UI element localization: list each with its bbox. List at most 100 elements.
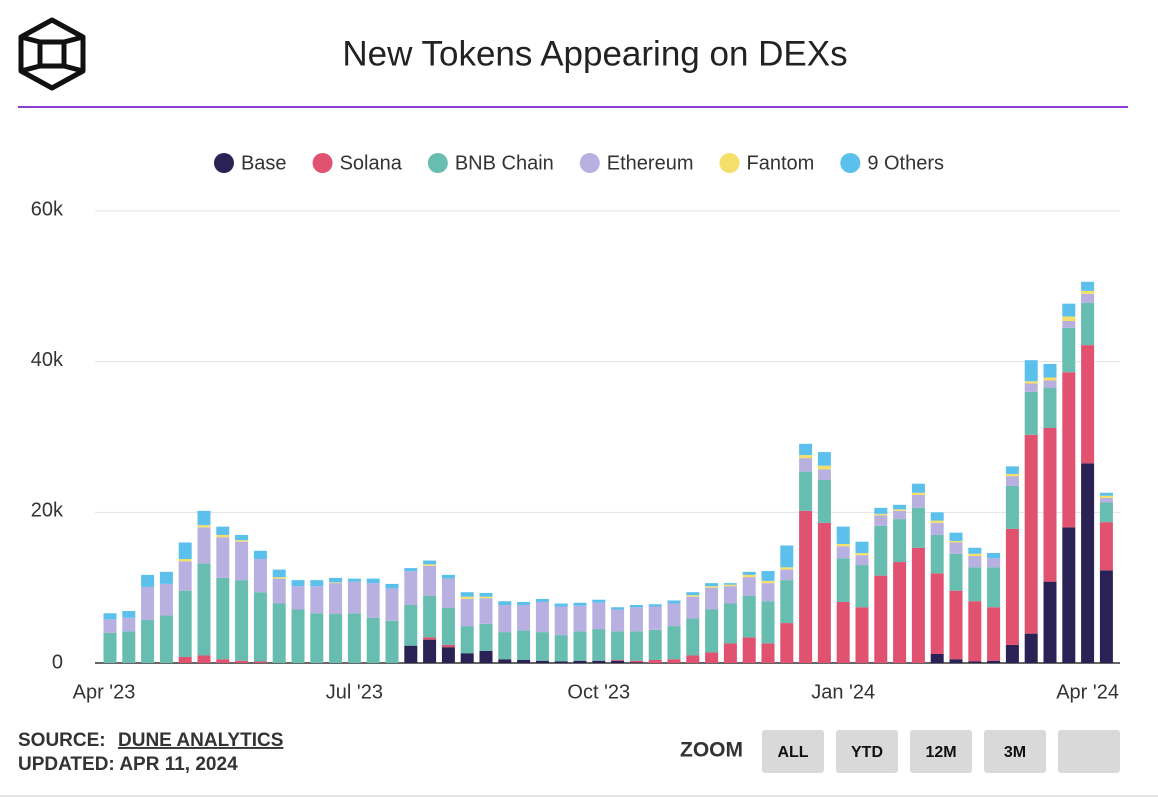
bar-segment xyxy=(686,592,700,596)
x-tick-label: Apr '23 xyxy=(73,681,136,703)
bar-segment xyxy=(592,660,606,663)
bar-segment xyxy=(1043,363,1057,378)
bar-segment xyxy=(216,659,230,663)
bar-segment xyxy=(1099,502,1113,523)
legend-swatch xyxy=(579,153,600,173)
bar-segment xyxy=(385,588,399,621)
legend-label: BNB Chain xyxy=(455,152,554,174)
bar-segment xyxy=(1081,281,1095,291)
bar-segment xyxy=(911,507,925,548)
bar-segment xyxy=(742,571,756,575)
bar-segment xyxy=(723,584,737,587)
legend-swatch xyxy=(840,153,861,173)
bar-segment xyxy=(611,609,625,632)
bar-segment xyxy=(686,618,700,656)
bar-segment xyxy=(197,510,211,526)
bar-segment xyxy=(930,653,944,663)
bar-segment xyxy=(780,545,794,568)
bar-segment xyxy=(253,559,267,593)
bar-segment xyxy=(1099,495,1113,499)
zoom-button[interactable] xyxy=(1058,730,1120,773)
bar-segment xyxy=(893,510,907,520)
bar-segment xyxy=(761,601,775,644)
bar-segment xyxy=(968,601,982,662)
bar-segment xyxy=(235,540,249,542)
bar-segment xyxy=(874,515,888,526)
bar-segment xyxy=(817,479,831,523)
zoom-button-label[interactable]: 3M xyxy=(1004,744,1026,761)
bar-segment xyxy=(347,581,361,614)
bar-segment xyxy=(611,660,625,663)
bar-segment xyxy=(498,601,512,605)
bar-segment xyxy=(1024,383,1038,392)
bar-segment xyxy=(987,553,1001,559)
bar-segment xyxy=(573,660,587,663)
bar-segment xyxy=(272,569,286,578)
bar-segment xyxy=(479,598,493,624)
bar-segment xyxy=(291,586,305,610)
bar-segment xyxy=(799,455,813,459)
bar-segment xyxy=(893,519,907,563)
bar-segment xyxy=(874,507,888,514)
y-tick-label: 0 xyxy=(52,651,63,673)
bar-segment xyxy=(667,626,681,660)
bar-segment xyxy=(404,604,418,646)
bar-segment xyxy=(423,565,437,596)
bar-segment xyxy=(141,586,155,621)
y-tick-label: 60k xyxy=(31,198,64,220)
chart-title: New Tokens Appearing on DEXs xyxy=(342,34,847,73)
zoom-button-label[interactable]: ALL xyxy=(777,744,808,761)
bar-segment xyxy=(253,592,267,662)
bar-segment xyxy=(648,604,662,607)
bar-segment xyxy=(178,590,192,657)
bar-segment xyxy=(667,600,681,604)
zoom-button[interactable] xyxy=(910,730,972,773)
bar-segment xyxy=(949,590,963,660)
zoom-button[interactable] xyxy=(762,730,824,773)
bar-segment xyxy=(197,525,211,528)
bar-segment xyxy=(1062,327,1076,373)
bar-segment xyxy=(554,603,568,607)
bar-segment xyxy=(404,645,418,663)
bar-segment xyxy=(1081,293,1095,303)
bar-segment xyxy=(761,583,775,602)
bar-segment xyxy=(1043,427,1057,582)
bar-segment xyxy=(460,592,474,597)
bar-segment xyxy=(780,567,794,570)
bar-segment xyxy=(216,577,230,660)
bar-segment xyxy=(893,509,907,511)
bar-segment xyxy=(159,571,173,584)
bar-segment xyxy=(799,458,813,472)
bar-segment xyxy=(178,656,192,663)
bar-segment xyxy=(122,631,136,663)
bar-segment xyxy=(517,659,531,663)
bar-segment xyxy=(329,577,343,583)
source-link[interactable]: DUNE ANALYTICS xyxy=(118,730,283,751)
bar-segment xyxy=(723,643,737,663)
zoom-button-label[interactable]: YTD xyxy=(851,744,883,761)
bar-segment xyxy=(1081,302,1095,346)
bar-segment xyxy=(648,606,662,630)
bar-segment xyxy=(329,583,343,615)
bar-segment xyxy=(930,534,944,574)
bar-segment xyxy=(836,543,850,547)
bar-segment xyxy=(855,555,869,566)
bar-segment xyxy=(1043,581,1057,663)
legend-label: Base xyxy=(241,152,287,174)
bar-segment xyxy=(235,580,249,661)
zoom-button[interactable] xyxy=(836,730,898,773)
zoom-button-label[interactable]: 12M xyxy=(925,744,956,761)
bar-segment xyxy=(930,512,944,521)
bar-segment xyxy=(705,586,719,588)
bar-segment xyxy=(968,661,982,663)
bar-segment xyxy=(629,662,643,663)
zoom-button[interactable] xyxy=(984,730,1046,773)
bar-segment xyxy=(874,513,888,516)
bar-segment xyxy=(611,659,625,661)
bar-segment xyxy=(1024,360,1038,382)
bar-segment xyxy=(761,571,775,581)
bar-segment xyxy=(441,647,455,663)
bar-segment xyxy=(667,603,681,627)
legend-label: Fantom xyxy=(747,152,815,174)
bar-segment xyxy=(498,659,512,663)
